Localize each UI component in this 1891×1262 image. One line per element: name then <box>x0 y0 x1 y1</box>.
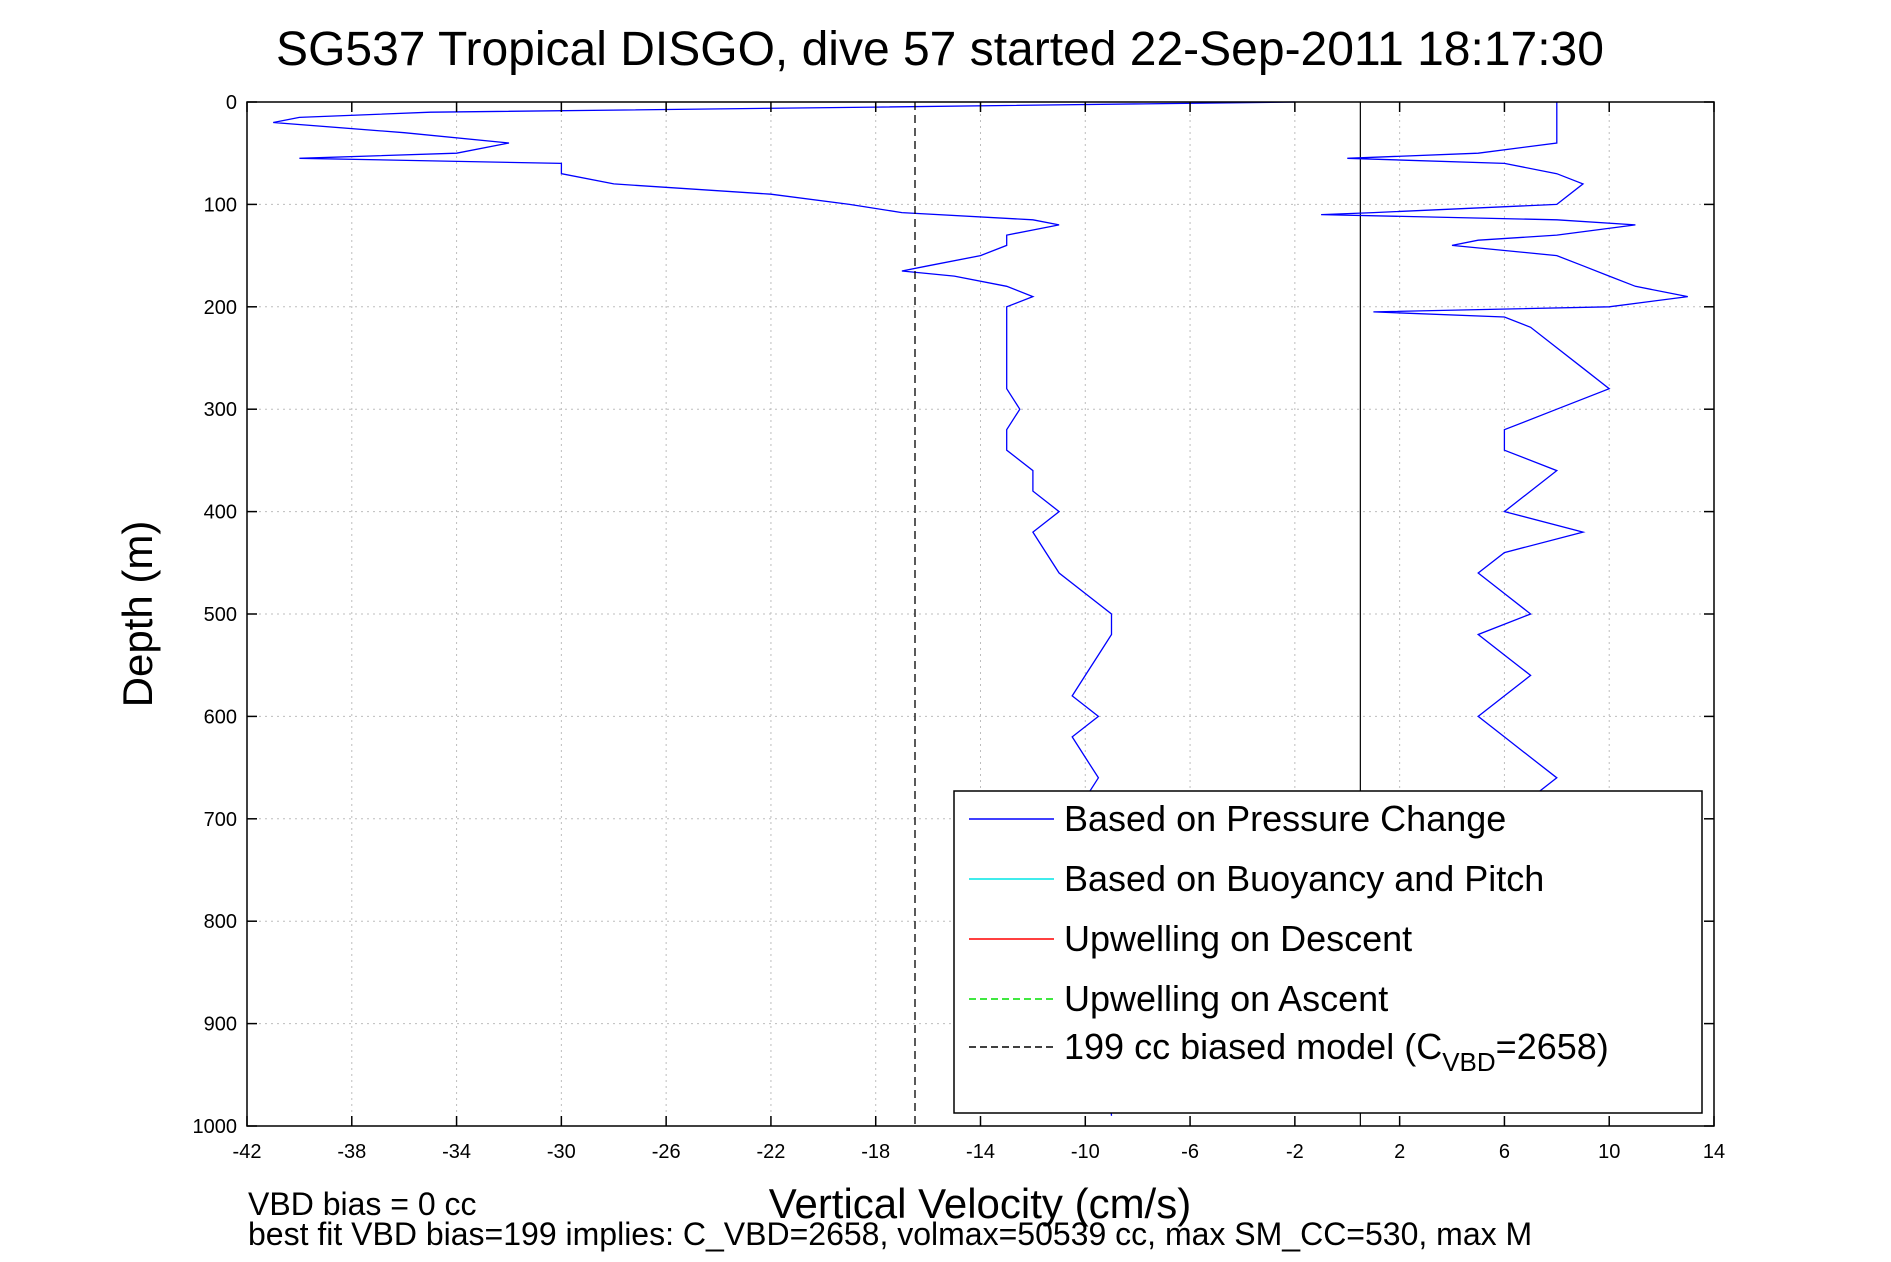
x-tick-label: -14 <box>966 1141 995 1163</box>
legend: Based on Pressure Change Based on Buoyanc… <box>953 790 1703 1114</box>
y-tick-label: 200 <box>204 297 237 319</box>
y-tick-label: 800 <box>204 911 237 933</box>
x-tick-label: 6 <box>1499 1141 1510 1163</box>
legend-label: Based on Buoyancy and Pitch <box>1064 858 1544 899</box>
footer-vbd-bias: VBD bias = 0 cc <box>248 1186 477 1222</box>
y-tick-label: 600 <box>204 706 237 728</box>
y-tick-label: 300 <box>204 399 237 421</box>
x-tick-label: 14 <box>1703 1141 1725 1163</box>
x-tick-label: -38 <box>337 1141 366 1163</box>
x-tick-label: 2 <box>1394 1141 1405 1163</box>
series-line-0 <box>273 101 1295 1116</box>
x-tick-label: -2 <box>1286 1141 1304 1163</box>
y-tick-label: 700 <box>204 809 237 831</box>
x-tick-label: 10 <box>1598 1141 1620 1163</box>
chart-title: SG537 Tropical DISGO, dive 57 started 22… <box>276 23 1604 76</box>
x-tick-label: -18 <box>861 1141 890 1163</box>
x-tick-label: -42 <box>233 1141 262 1163</box>
x-tick-label: -30 <box>547 1141 576 1163</box>
series-line-1 <box>1321 102 1688 799</box>
legend-label: Upwelling on Ascent <box>1064 978 1388 1019</box>
legend-label: Upwelling on Descent <box>1064 918 1412 959</box>
y-axis-label: Depth (m) <box>114 521 161 708</box>
y-tick-label: 900 <box>204 1014 237 1036</box>
x-tick-label: -34 <box>442 1141 471 1163</box>
x-tick-label: -22 <box>756 1141 785 1163</box>
ticks: -42 -38 -34 -30 -26 -22 -18 -14 -10 -6 -2 2 6 10 14010… <box>193 92 1726 1163</box>
legend-label: 199 cc biased model (CVBD=2658) <box>1064 1026 1609 1077</box>
x-axis-label: Vertical Velocity (cm/s) <box>769 1180 1191 1227</box>
x-tick-label: -10 <box>1071 1141 1100 1163</box>
y-tick-label: 1000 <box>193 1116 238 1138</box>
x-tick-label: -26 <box>652 1141 681 1163</box>
legend-box <box>953 790 1703 1114</box>
y-tick-label: 0 <box>226 92 237 114</box>
footer-best-fit: best fit VBD bias=199 implies: C_VBD=265… <box>248 1216 1532 1252</box>
legend-label: Based on Pressure Change <box>1064 798 1506 839</box>
x-tick-label: -6 <box>1181 1141 1199 1163</box>
y-tick-label: 400 <box>204 502 237 524</box>
y-tick-label: 500 <box>204 604 237 626</box>
y-tick-label: 100 <box>204 194 237 216</box>
